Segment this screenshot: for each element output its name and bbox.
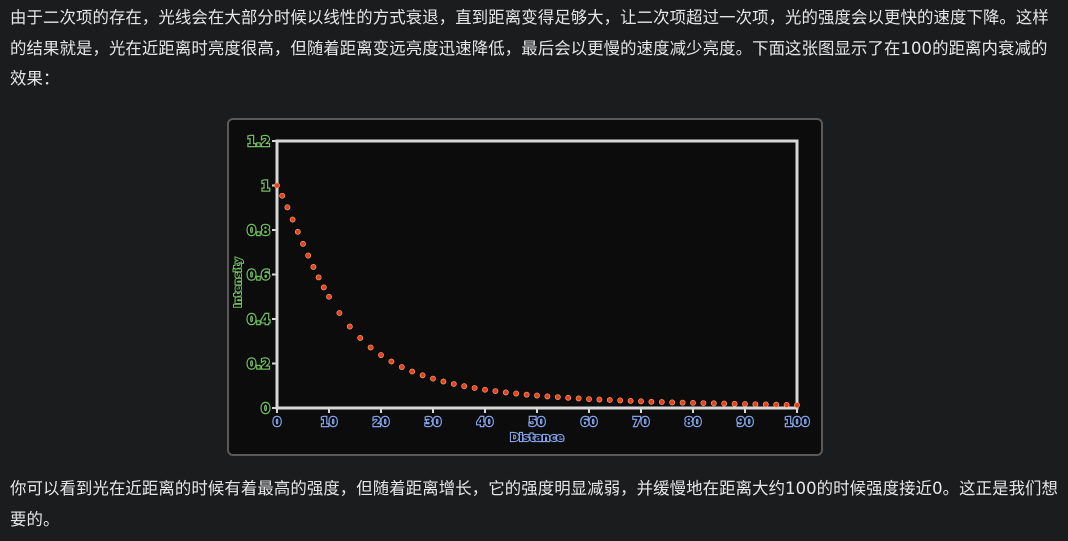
intro-paragraph: 由于二次项的存在，光线会在大部分时候以线性的方式衰退，直到距离变得足够大，让二次… [10,8,1049,88]
x-tick-label: 60 [581,415,598,429]
data-point [279,192,286,199]
x-tick-label: 90 [737,415,754,429]
data-point [794,402,800,409]
x-tick-label: 30 [425,415,442,429]
data-point [606,397,613,403]
data-point [450,381,457,387]
data-point [300,240,306,247]
data-point [357,335,364,341]
y-tick-label: 0.2 [247,358,270,373]
data-point [388,358,395,365]
data-point [294,228,301,235]
x-tick-label: 10 [321,415,338,429]
data-point [544,393,551,400]
data-point [336,310,343,316]
data-point [638,398,644,405]
y-axis-label: Intensity [233,257,244,308]
y-tick-label: 0 [261,402,270,417]
data-point [690,399,696,406]
data-point [320,284,327,291]
y-tick-label: 0.6 [247,269,270,284]
data-point [513,390,520,397]
data-point [658,399,665,405]
data-point [502,389,509,396]
data-point [627,397,634,404]
data-point [398,364,405,370]
plot-frame [275,139,799,410]
data-point [289,216,296,223]
data-point [565,394,572,401]
x-tick-label: 40 [477,415,494,429]
data-point [461,383,468,390]
data-point [721,400,728,407]
data-point [762,401,769,408]
chart-canvas: 0 0.2 0.4 0.6 0.8 1 1.2 0 10 20 30 40 50 60 70 80 90 100 D… [232,134,811,445]
data-point [409,368,416,375]
data-point [430,375,436,382]
conclusion-paragraph: 你可以看到光在近距离的时候有着最高的强度，但随着距离增长，它的强度明显减弱，并缓… [10,479,1059,529]
data-point [575,395,582,402]
x-tick-label: 100 [784,415,809,429]
data-point [617,397,624,404]
data-point [274,182,280,189]
data-point [482,386,488,393]
data-point [700,400,707,407]
data-point [346,323,353,330]
data-point [742,401,748,407]
data-point [440,378,447,385]
data-point [679,399,686,406]
y-tick-label: 1.2 [247,135,270,150]
x-tick-label: 20 [373,415,390,429]
data-point [310,264,317,270]
attenuation-chart: 0 0.2 0.4 0.6 0.8 1 1.2 0 10 20 30 40 50 60 70 80 90 100 D… [227,118,823,456]
data-point [419,372,426,379]
data-point [648,398,655,405]
data-point [326,293,332,300]
data-point [773,401,780,408]
x-tick-label: 70 [633,415,650,429]
data-point [471,385,478,391]
data-point [710,400,717,407]
data-point [305,252,312,259]
data-point [554,394,561,400]
data-point [586,396,592,402]
data-point [669,399,676,406]
y-tick-label: 1 [261,180,270,195]
y-tick-label: 0.8 [247,224,270,239]
x-tick-label: 0 [273,415,281,429]
y-tick-label: 0.4 [247,313,270,328]
data-point [731,400,738,407]
data-point [752,401,759,408]
data-point [783,401,790,408]
data-point [534,392,540,399]
data-point [367,344,374,351]
data-point [315,274,322,281]
data-point [596,396,603,403]
data-point [378,352,384,358]
x-axis-label: Distance [510,431,564,444]
data-point [284,204,291,211]
x-tick-label: 50 [529,415,546,429]
data-point [492,388,499,394]
data-point [523,391,530,398]
x-tick-label: 80 [685,415,702,429]
